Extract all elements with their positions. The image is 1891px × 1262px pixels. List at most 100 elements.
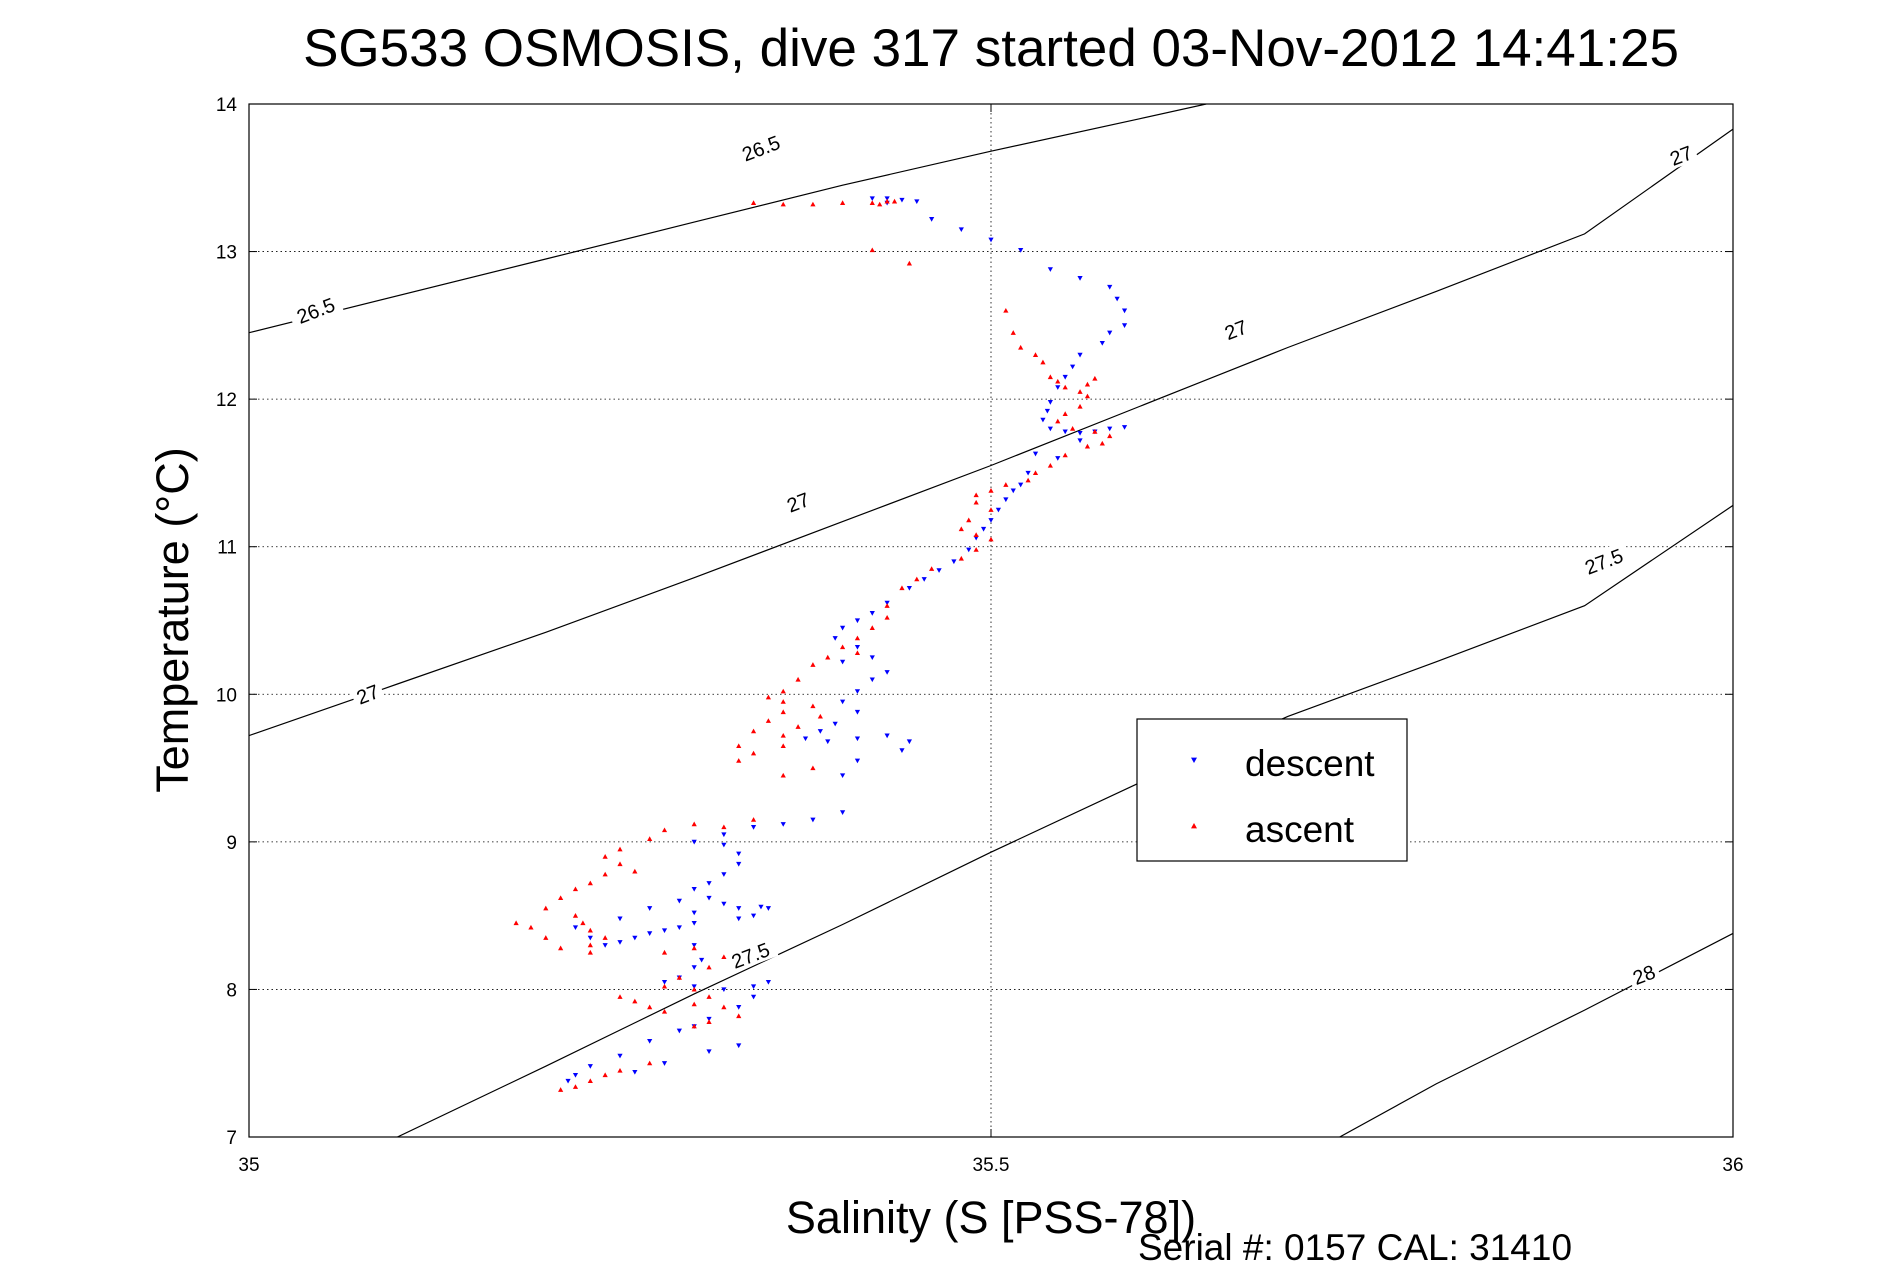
data-point-descent (1055, 456, 1061, 461)
data-point-ascent (691, 821, 697, 827)
data-point-descent (676, 1028, 682, 1034)
data-point-ascent (736, 758, 742, 763)
data-point-descent (1040, 417, 1046, 423)
data-point-ascent (973, 492, 979, 498)
data-point-descent (869, 196, 875, 202)
data-point-descent (921, 577, 927, 582)
axis-ticks: 35 35.5 36 7 8 9 10 11 12 13 14 (216, 95, 1744, 1176)
data-point-ascent (817, 713, 823, 719)
data-point-descent (602, 943, 608, 948)
data-point-descent (854, 709, 861, 715)
data-point-descent (647, 931, 653, 936)
contour-label-bg (732, 127, 789, 167)
data-point-ascent (780, 688, 786, 694)
y-tick-label: 11 (217, 538, 237, 559)
data-point-ascent (558, 1087, 564, 1092)
data-point-ascent (958, 526, 964, 532)
data-point-ascent (1077, 403, 1083, 409)
data-point-ascent (617, 994, 623, 999)
contour-label: 27.5 (729, 939, 773, 973)
data-point-ascent (1062, 452, 1068, 458)
data-point-descent (1062, 374, 1068, 380)
data-point-descent (765, 979, 771, 985)
data-point-ascent (587, 1078, 593, 1084)
data-point-descent (750, 984, 757, 990)
data-point-ascent (884, 614, 890, 620)
density-contour-line (397, 504, 1733, 1137)
contour-label-group: 27 (779, 485, 816, 518)
data-point-descent (721, 901, 727, 907)
data-point-ascent (1070, 426, 1076, 431)
data-point-ascent (825, 654, 831, 660)
data-point-ascent (691, 1023, 697, 1029)
data-point-descent (802, 736, 809, 742)
data-point-ascent (706, 1019, 712, 1024)
data-point-ascent (750, 817, 757, 822)
data-point-ascent (765, 694, 771, 700)
data-point-descent (1121, 323, 1128, 328)
data-point-descent (817, 729, 823, 734)
data-point-descent (736, 1043, 742, 1049)
contour-label-group: 28 (1625, 958, 1662, 990)
data-point-descent (854, 758, 861, 764)
data-point-ascent (750, 750, 757, 756)
data-point-ascent (840, 644, 846, 650)
data-point-ascent (795, 676, 801, 682)
data-point-ascent (691, 986, 697, 992)
data-point-descent (1107, 330, 1113, 336)
data-point-descent (721, 987, 727, 993)
data-point-descent (691, 920, 697, 926)
data-point-descent (750, 994, 757, 1000)
contour-label-group: 26.5 (732, 127, 789, 167)
y-tick-label: 12 (216, 390, 237, 411)
data-point-ascent (1047, 374, 1053, 380)
data-point-ascent (750, 200, 757, 205)
data-point-descent (1114, 296, 1120, 302)
data-point-descent (721, 832, 727, 838)
data-point-descent (691, 910, 697, 916)
contour-label-group: 27 (349, 677, 386, 709)
data-point-descent (951, 559, 957, 565)
data-point-ascent (632, 868, 638, 874)
data-point-ascent (891, 198, 898, 204)
data-point-descent (840, 773, 846, 779)
data-point-descent (884, 733, 890, 739)
data-point-descent (750, 913, 757, 919)
data-point-ascent (602, 871, 608, 877)
data-point-ascent (587, 927, 593, 933)
data-point-descent (825, 739, 831, 745)
data-point-descent (721, 842, 727, 848)
data-point-ascent (558, 895, 564, 901)
data-point-descent (1107, 426, 1113, 432)
data-point-ascent (1040, 359, 1046, 365)
contour-label-bg (287, 290, 344, 330)
data-point-descent (840, 625, 846, 631)
data-point-ascent (572, 886, 579, 892)
data-point-descent (691, 943, 697, 948)
data-point-descent (572, 1072, 579, 1078)
data-point-descent (840, 810, 846, 815)
data-point-descent (632, 1069, 638, 1075)
data-point-ascent (840, 200, 846, 205)
data-point-descent (587, 1064, 593, 1069)
data-point-ascent (884, 198, 890, 204)
data-point-ascent (869, 625, 875, 630)
y-tick-label: 14 (216, 95, 238, 116)
data-point-ascent (854, 650, 861, 656)
data-point-ascent (721, 1004, 727, 1010)
data-point-descent (736, 861, 742, 867)
data-point-ascent (1062, 411, 1068, 416)
data-point-ascent (780, 772, 786, 778)
data-point-ascent (661, 949, 668, 955)
data-point-ascent (721, 824, 727, 830)
data-point-ascent (580, 920, 586, 926)
data-point-descent (1077, 438, 1083, 444)
data-point-descent (1121, 308, 1128, 314)
data-point-descent (988, 518, 994, 523)
data-point-descent (1077, 431, 1083, 436)
data-point-descent (736, 916, 742, 922)
data-point-ascent (691, 1001, 697, 1007)
data-point-ascent (1055, 378, 1061, 384)
data-point-descent (1062, 429, 1068, 435)
data-point-descent (721, 872, 727, 877)
